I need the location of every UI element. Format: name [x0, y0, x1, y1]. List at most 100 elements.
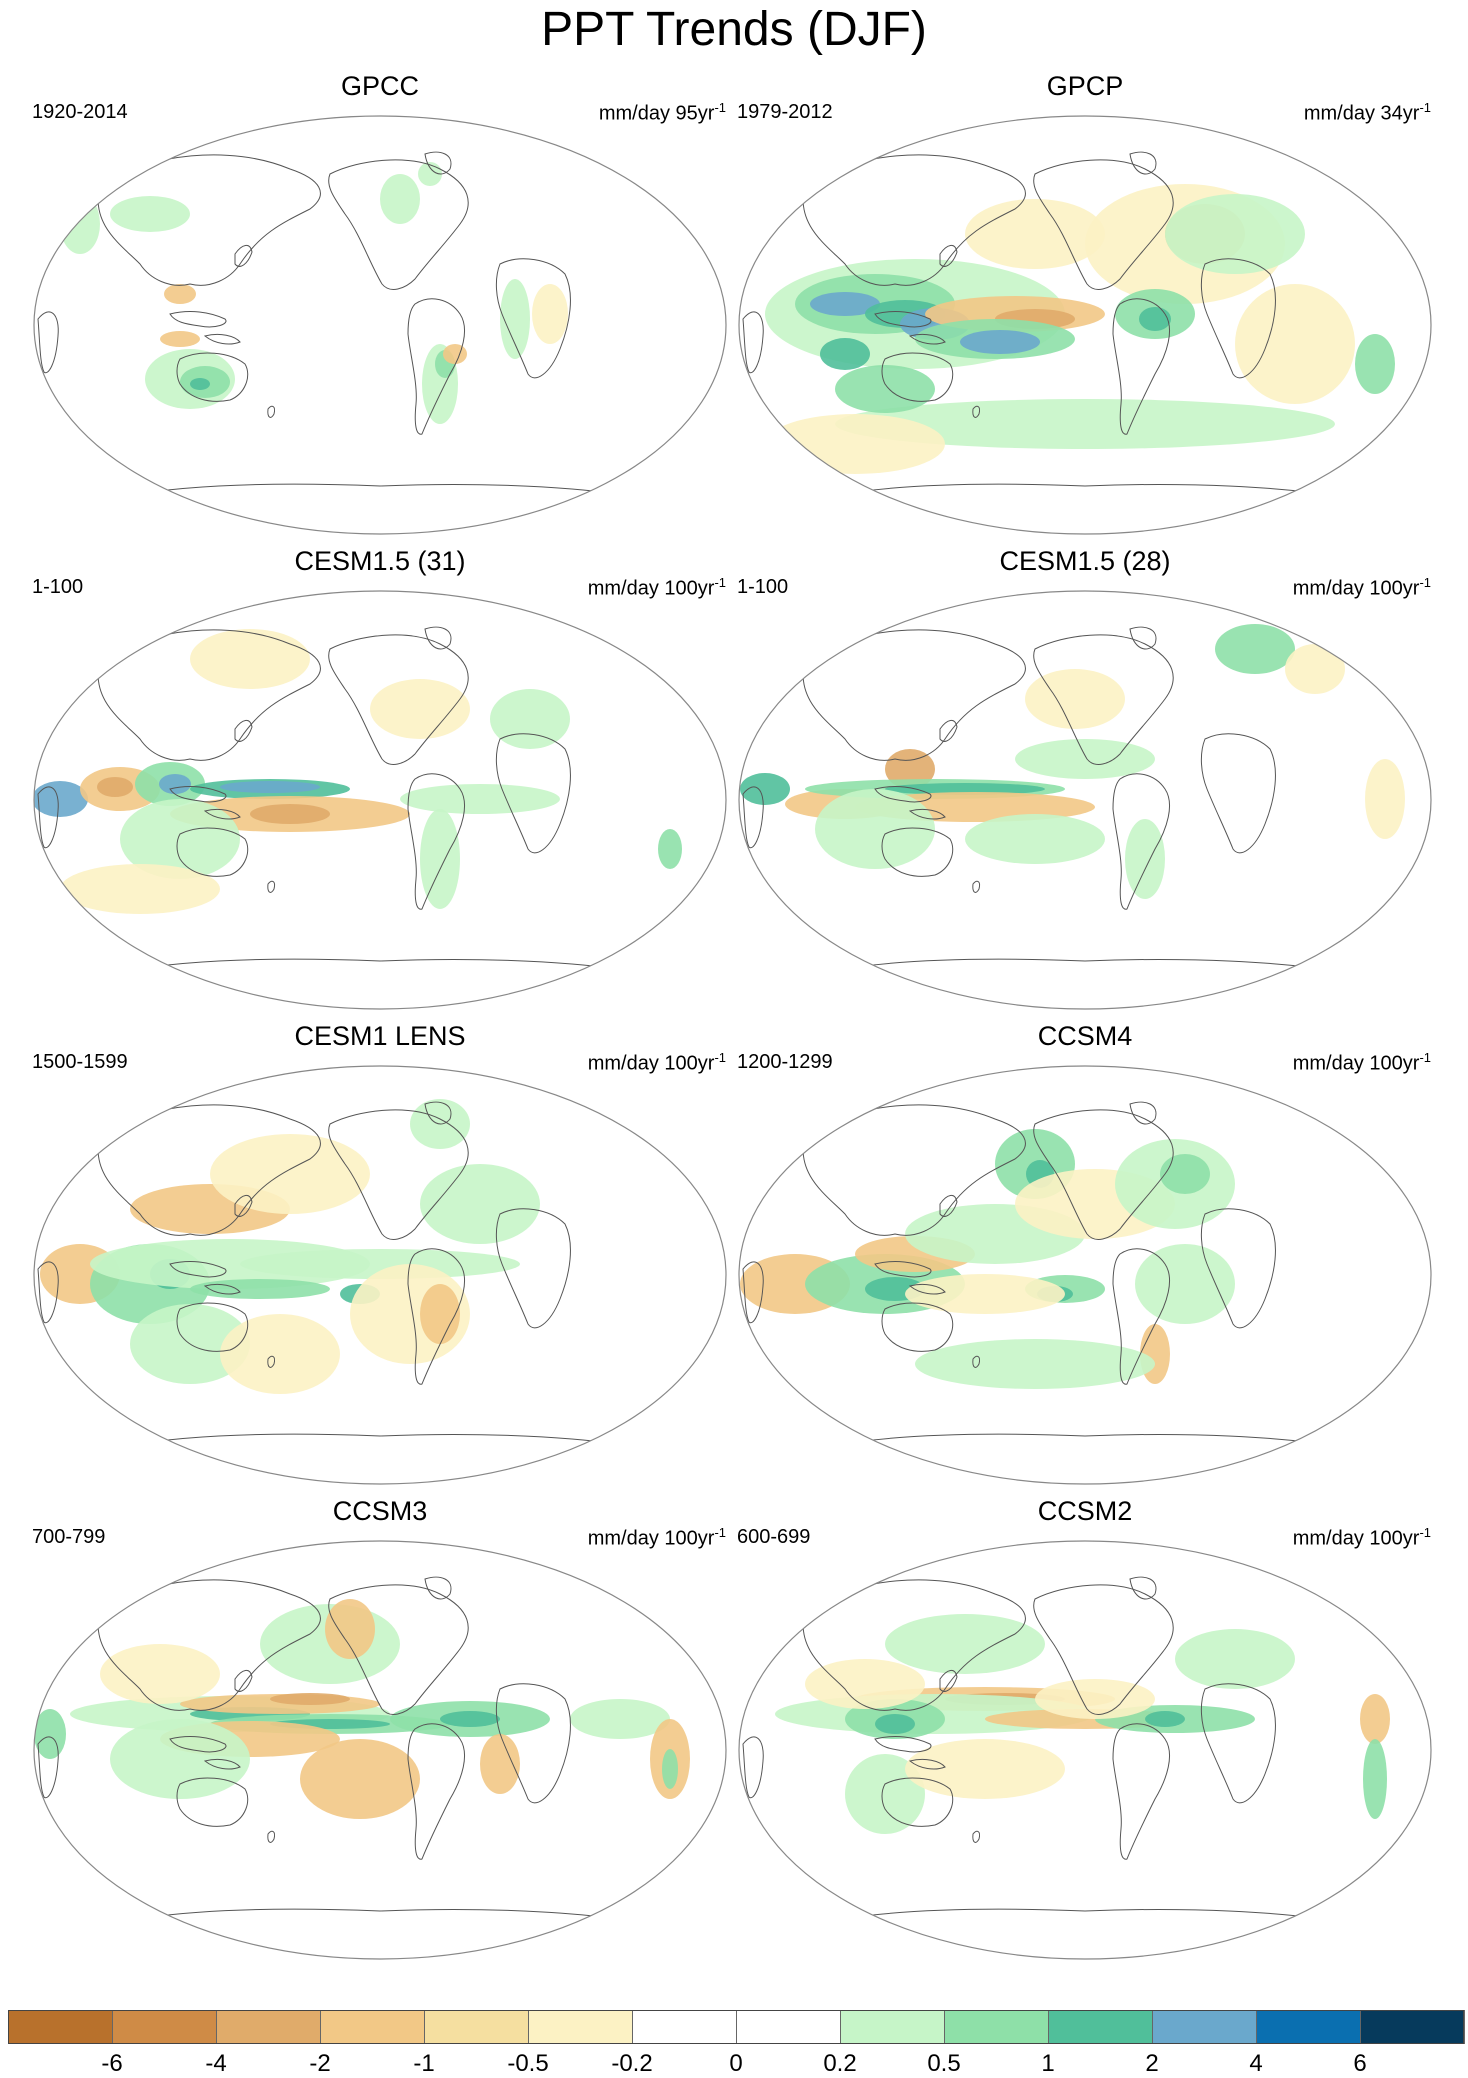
- trend-patch: [190, 1279, 330, 1299]
- coastline: [424, 151, 452, 175]
- coastline: [908, 333, 946, 345]
- trend-patch: [480, 1734, 520, 1794]
- colorbar-box: [528, 2010, 633, 2044]
- panel-units: mm/day 34yr-1: [1303, 100, 1431, 125]
- colorbar-box: [840, 2010, 945, 2044]
- coastline: [424, 1101, 452, 1125]
- coastline: [407, 298, 466, 435]
- coastline: [424, 626, 452, 650]
- coastline: [1129, 626, 1157, 650]
- map-ccsm3: [30, 1539, 730, 1961]
- coastline: [97, 154, 321, 286]
- trend-patch: [885, 1614, 1045, 1674]
- trend-patch: [190, 378, 210, 390]
- panel-period: 600-699: [737, 1526, 811, 1548]
- coastline: [407, 1248, 466, 1385]
- trend-patch: [300, 1739, 420, 1819]
- coastline: [1112, 1723, 1171, 1860]
- coastline: [1129, 1576, 1157, 1600]
- coastline: [267, 405, 275, 418]
- coastline: [1200, 258, 1276, 379]
- panel-units: mm/day 100yr-1: [1292, 1525, 1431, 1550]
- panel-title: CCSM3: [332, 1496, 428, 1526]
- coastline: [874, 786, 932, 803]
- coastline: [495, 733, 571, 854]
- coastline: [267, 1830, 275, 1843]
- colorbar-box: [736, 2010, 841, 2044]
- panel-units: mm/day 100yr-1: [1292, 575, 1431, 600]
- coastline: [939, 720, 958, 742]
- coastline: [874, 311, 932, 328]
- trend-patch: [420, 1164, 540, 1244]
- coastline: [814, 958, 1356, 975]
- panel-title: CCSM4: [1037, 1021, 1133, 1051]
- trend-patch: [1015, 739, 1155, 779]
- trend-patch: [1360, 1694, 1390, 1744]
- coastline: [1112, 1248, 1171, 1385]
- coastline: [234, 245, 253, 267]
- trend-patch: [662, 1749, 678, 1789]
- colorbar-box: [8, 2010, 113, 2044]
- coastline: [972, 1830, 980, 1843]
- coastline: [328, 634, 469, 765]
- coastline: [97, 1579, 321, 1711]
- trend-patch: [875, 1714, 915, 1734]
- panel-gpcp: GPCP 1979-2012 mm/day 34yr-1: [735, 70, 1435, 535]
- trend-patch: [810, 292, 880, 316]
- coastline: [1129, 151, 1157, 175]
- panel-units: mm/day 95yr-1: [598, 100, 726, 125]
- map-frame: [33, 590, 727, 1010]
- trend-patch: [210, 1134, 370, 1214]
- coastline: [328, 1584, 469, 1715]
- trend-patch: [1235, 284, 1355, 404]
- coastline: [169, 1261, 227, 1278]
- trend-patch: [835, 399, 1335, 449]
- coastline: [176, 1302, 249, 1352]
- coastline: [203, 333, 241, 345]
- trend-patch: [440, 1711, 500, 1727]
- panel-title: CESM1 LENS: [294, 1021, 466, 1051]
- trend-patch: [159, 774, 191, 794]
- trend-patch: [443, 344, 467, 364]
- trend-patch: [270, 1693, 350, 1705]
- map-svg: [738, 590, 1432, 1010]
- trend-patch: [400, 784, 560, 814]
- panel-cesm15-28: CESM1.5 (28) 1-100 mm/day 100yr-1: [735, 545, 1435, 1010]
- trend-patch: [380, 174, 420, 224]
- colorbar-tick-label: 0: [729, 2050, 743, 2077]
- map-frame: [33, 1065, 727, 1485]
- panel-units: mm/day 100yr-1: [587, 575, 726, 600]
- coastline: [109, 958, 651, 975]
- trend-patch: [220, 781, 320, 793]
- coastline: [267, 1355, 275, 1368]
- panel-cesm15-31: CESM1.5 (31) 1-100 mm/day 100yr-1: [30, 545, 730, 1010]
- trend-patch: [240, 1249, 520, 1279]
- panel-period: 1500-1599: [32, 1051, 128, 1073]
- trend-patch: [532, 284, 568, 344]
- trend-patch: [845, 1754, 925, 1834]
- map-frame: [738, 115, 1432, 535]
- trend-patch: [1365, 759, 1405, 839]
- map-cesm15-28: [735, 589, 1435, 1011]
- trend-patch: [1145, 1711, 1185, 1727]
- trend-patch: [500, 279, 530, 359]
- trend-patch: [160, 331, 200, 347]
- panel-units: mm/day 100yr-1: [1292, 1050, 1431, 1075]
- coastline: [109, 483, 651, 500]
- coastline: [939, 1195, 958, 1217]
- coastline: [37, 1736, 59, 1799]
- trend-patch: [60, 864, 220, 914]
- coastline: [881, 1777, 954, 1827]
- colorbar-box: [944, 2010, 1049, 2044]
- coastline: [109, 1908, 651, 1925]
- coastline: [203, 1283, 241, 1295]
- trend-patch: [120, 799, 240, 879]
- trend-patch: [490, 689, 570, 749]
- coastline: [495, 1208, 571, 1329]
- trend-patch: [820, 338, 870, 370]
- map-frame: [33, 115, 727, 535]
- trend-patch: [1215, 624, 1295, 674]
- coastline: [1033, 1584, 1174, 1715]
- coastline: [267, 880, 275, 893]
- panel-units: mm/day 100yr-1: [587, 1050, 726, 1075]
